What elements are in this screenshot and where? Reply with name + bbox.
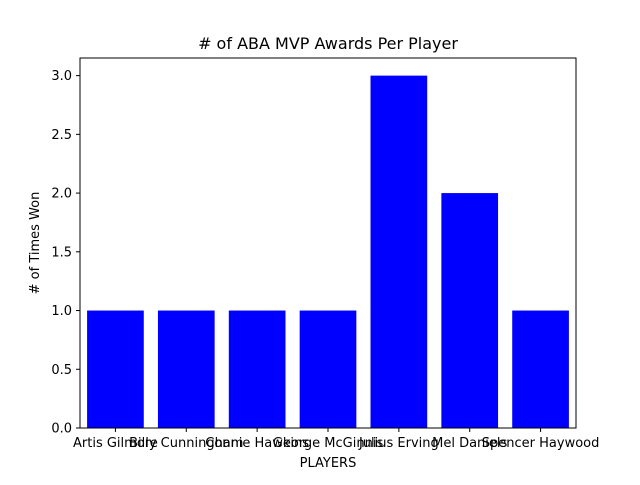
y-tick-label-3: 1.5 <box>51 245 72 260</box>
x-tick-label-3: George McGinnis <box>273 436 384 451</box>
y-tick-label-6: 3.0 <box>51 69 72 84</box>
x-tick-label-5: Mel Daniels <box>432 436 507 451</box>
bar-0 <box>87 310 144 428</box>
bar-3 <box>299 310 357 428</box>
y-axis-label: # of Times Won <box>28 192 43 295</box>
y-axis: 0.0 0.5 1.0 1.5 2.0 2.5 3.0 <box>51 69 80 437</box>
x-tick-label-4: Julius Erving <box>358 436 439 451</box>
y-tick-label-1: 0.5 <box>51 363 72 378</box>
bar-6 <box>512 310 569 428</box>
y-tick-label-4: 2.0 <box>51 187 72 202</box>
x-axis-label: PLAYERS <box>300 456 357 471</box>
bar-1 <box>157 310 215 428</box>
bar-5 <box>441 193 499 428</box>
x-tick-label-6: Spencer Haywood <box>482 436 600 451</box>
chart-title: # of ABA MVP Awards Per Player <box>198 34 458 53</box>
x-tick-label-1: Billy Cunningham <box>129 436 243 451</box>
x-tick-label-0: Artis Gilmore <box>73 436 158 451</box>
bars-group <box>87 75 569 428</box>
y-tick-label-5: 2.5 <box>51 128 72 143</box>
bar-2 <box>228 310 286 428</box>
y-tick-label-0: 0.0 <box>51 422 72 437</box>
y-tick-label-2: 1.0 <box>51 304 72 319</box>
plot-frame <box>79 57 577 429</box>
x-tick-label-2: Connie Hawkins <box>205 436 309 451</box>
bar-4 <box>370 75 428 428</box>
